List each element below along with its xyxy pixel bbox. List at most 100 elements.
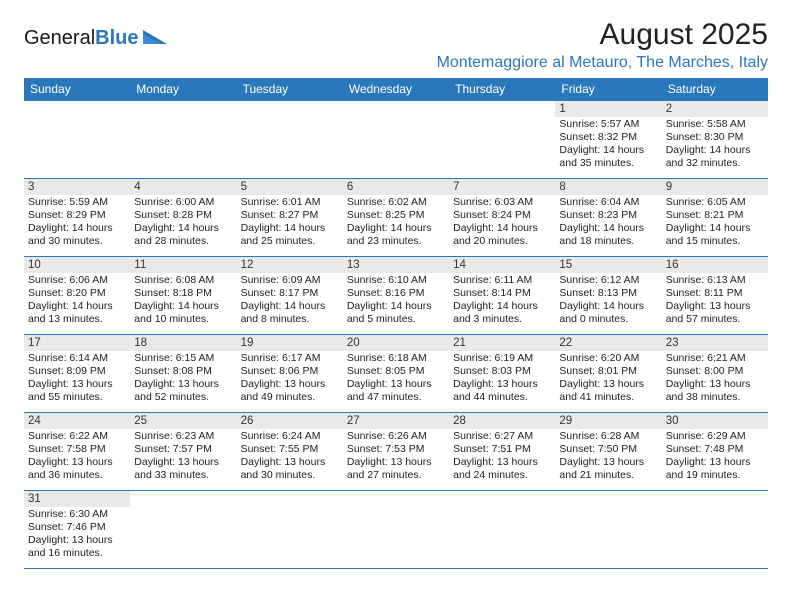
day-number: 12 bbox=[237, 257, 343, 273]
day-details: Sunrise: 6:17 AMSunset: 8:06 PMDaylight:… bbox=[237, 351, 343, 406]
day-number: 3 bbox=[24, 179, 130, 195]
calendar-cell: 9Sunrise: 6:05 AMSunset: 8:21 PMDaylight… bbox=[662, 179, 768, 257]
month-title: August 2025 bbox=[437, 18, 768, 52]
day-number: 30 bbox=[662, 413, 768, 429]
calendar-cell bbox=[343, 101, 449, 179]
calendar-cell: 30Sunrise: 6:29 AMSunset: 7:48 PMDayligh… bbox=[662, 413, 768, 491]
day-number: 25 bbox=[130, 413, 236, 429]
calendar-cell: 7Sunrise: 6:03 AMSunset: 8:24 PMDaylight… bbox=[449, 179, 555, 257]
day-number: 23 bbox=[662, 335, 768, 351]
calendar-cell: 26Sunrise: 6:24 AMSunset: 7:55 PMDayligh… bbox=[237, 413, 343, 491]
calendar-cell: 18Sunrise: 6:15 AMSunset: 8:08 PMDayligh… bbox=[130, 335, 236, 413]
day-number: 6 bbox=[343, 179, 449, 195]
calendar-cell: 22Sunrise: 6:20 AMSunset: 8:01 PMDayligh… bbox=[555, 335, 661, 413]
day-number: 2 bbox=[662, 101, 768, 117]
calendar-cell bbox=[237, 491, 343, 569]
weekday-header: Monday bbox=[130, 78, 236, 101]
day-number: 16 bbox=[662, 257, 768, 273]
calendar-cell bbox=[130, 101, 236, 179]
day-number: 27 bbox=[343, 413, 449, 429]
weekday-header: Friday bbox=[555, 78, 661, 101]
day-number: 8 bbox=[555, 179, 661, 195]
calendar-cell: 25Sunrise: 6:23 AMSunset: 7:57 PMDayligh… bbox=[130, 413, 236, 491]
day-details: Sunrise: 6:12 AMSunset: 8:13 PMDaylight:… bbox=[555, 273, 661, 328]
day-number: 11 bbox=[130, 257, 236, 273]
calendar-body: 1Sunrise: 5:57 AMSunset: 8:32 PMDaylight… bbox=[24, 101, 768, 569]
day-number: 24 bbox=[24, 413, 130, 429]
day-details: Sunrise: 6:03 AMSunset: 8:24 PMDaylight:… bbox=[449, 195, 555, 250]
calendar-cell: 17Sunrise: 6:14 AMSunset: 8:09 PMDayligh… bbox=[24, 335, 130, 413]
day-number: 10 bbox=[24, 257, 130, 273]
day-details: Sunrise: 6:27 AMSunset: 7:51 PMDaylight:… bbox=[449, 429, 555, 484]
weekday-header: Tuesday bbox=[237, 78, 343, 101]
page-header: GeneralBlue August 2025 Montemaggiore al… bbox=[24, 18, 768, 72]
day-number: 31 bbox=[24, 491, 130, 507]
day-details: Sunrise: 6:14 AMSunset: 8:09 PMDaylight:… bbox=[24, 351, 130, 406]
day-details: Sunrise: 6:30 AMSunset: 7:46 PMDaylight:… bbox=[24, 507, 130, 562]
day-details: Sunrise: 6:02 AMSunset: 8:25 PMDaylight:… bbox=[343, 195, 449, 250]
calendar-cell: 10Sunrise: 6:06 AMSunset: 8:20 PMDayligh… bbox=[24, 257, 130, 335]
brand-text: GeneralBlue bbox=[24, 27, 139, 50]
calendar-cell: 11Sunrise: 6:08 AMSunset: 8:18 PMDayligh… bbox=[130, 257, 236, 335]
calendar-cell bbox=[449, 101, 555, 179]
day-number: 20 bbox=[343, 335, 449, 351]
calendar-cell: 1Sunrise: 5:57 AMSunset: 8:32 PMDaylight… bbox=[555, 101, 661, 179]
day-details: Sunrise: 6:29 AMSunset: 7:48 PMDaylight:… bbox=[662, 429, 768, 484]
day-details: Sunrise: 6:20 AMSunset: 8:01 PMDaylight:… bbox=[555, 351, 661, 406]
brand-name-b: Blue bbox=[95, 27, 138, 49]
calendar-cell: 4Sunrise: 6:00 AMSunset: 8:28 PMDaylight… bbox=[130, 179, 236, 257]
weekday-header: Wednesday bbox=[343, 78, 449, 101]
calendar-cell bbox=[662, 491, 768, 569]
day-details: Sunrise: 6:11 AMSunset: 8:14 PMDaylight:… bbox=[449, 273, 555, 328]
calendar-cell: 15Sunrise: 6:12 AMSunset: 8:13 PMDayligh… bbox=[555, 257, 661, 335]
calendar-cell: 29Sunrise: 6:28 AMSunset: 7:50 PMDayligh… bbox=[555, 413, 661, 491]
day-number: 7 bbox=[449, 179, 555, 195]
day-number: 21 bbox=[449, 335, 555, 351]
calendar-cell: 14Sunrise: 6:11 AMSunset: 8:14 PMDayligh… bbox=[449, 257, 555, 335]
calendar-cell bbox=[555, 491, 661, 569]
day-details: Sunrise: 6:23 AMSunset: 7:57 PMDaylight:… bbox=[130, 429, 236, 484]
day-number: 14 bbox=[449, 257, 555, 273]
day-number: 28 bbox=[449, 413, 555, 429]
day-details: Sunrise: 6:06 AMSunset: 8:20 PMDaylight:… bbox=[24, 273, 130, 328]
day-number: 1 bbox=[555, 101, 661, 117]
day-details: Sunrise: 5:58 AMSunset: 8:30 PMDaylight:… bbox=[662, 117, 768, 172]
day-details: Sunrise: 6:28 AMSunset: 7:50 PMDaylight:… bbox=[555, 429, 661, 484]
day-details: Sunrise: 6:21 AMSunset: 8:00 PMDaylight:… bbox=[662, 351, 768, 406]
day-details: Sunrise: 6:04 AMSunset: 8:23 PMDaylight:… bbox=[555, 195, 661, 250]
calendar-cell: 3Sunrise: 5:59 AMSunset: 8:29 PMDaylight… bbox=[24, 179, 130, 257]
calendar-cell bbox=[343, 491, 449, 569]
calendar-table: SundayMondayTuesdayWednesdayThursdayFrid… bbox=[24, 78, 768, 569]
calendar-cell: 8Sunrise: 6:04 AMSunset: 8:23 PMDaylight… bbox=[555, 179, 661, 257]
calendar-cell: 16Sunrise: 6:13 AMSunset: 8:11 PMDayligh… bbox=[662, 257, 768, 335]
day-details: Sunrise: 6:19 AMSunset: 8:03 PMDaylight:… bbox=[449, 351, 555, 406]
day-details: Sunrise: 5:59 AMSunset: 8:29 PMDaylight:… bbox=[24, 195, 130, 250]
day-details: Sunrise: 6:09 AMSunset: 8:17 PMDaylight:… bbox=[237, 273, 343, 328]
day-number: 18 bbox=[130, 335, 236, 351]
day-number: 19 bbox=[237, 335, 343, 351]
calendar-cell: 12Sunrise: 6:09 AMSunset: 8:17 PMDayligh… bbox=[237, 257, 343, 335]
weekday-header: Saturday bbox=[662, 78, 768, 101]
day-details: Sunrise: 6:05 AMSunset: 8:21 PMDaylight:… bbox=[662, 195, 768, 250]
brand-logo: GeneralBlue bbox=[24, 18, 171, 51]
calendar-cell bbox=[449, 491, 555, 569]
calendar-cell: 27Sunrise: 6:26 AMSunset: 7:53 PMDayligh… bbox=[343, 413, 449, 491]
header-right: August 2025 Montemaggiore al Metauro, Th… bbox=[437, 18, 768, 72]
day-number: 9 bbox=[662, 179, 768, 195]
calendar-row: 3Sunrise: 5:59 AMSunset: 8:29 PMDaylight… bbox=[24, 179, 768, 257]
calendar-cell: 20Sunrise: 6:18 AMSunset: 8:05 PMDayligh… bbox=[343, 335, 449, 413]
calendar-row: 10Sunrise: 6:06 AMSunset: 8:20 PMDayligh… bbox=[24, 257, 768, 335]
flag-icon bbox=[143, 26, 171, 51]
day-details: Sunrise: 5:57 AMSunset: 8:32 PMDaylight:… bbox=[555, 117, 661, 172]
calendar-cell: 19Sunrise: 6:17 AMSunset: 8:06 PMDayligh… bbox=[237, 335, 343, 413]
day-number: 22 bbox=[555, 335, 661, 351]
calendar-cell: 31Sunrise: 6:30 AMSunset: 7:46 PMDayligh… bbox=[24, 491, 130, 569]
day-details: Sunrise: 6:01 AMSunset: 8:27 PMDaylight:… bbox=[237, 195, 343, 250]
calendar-cell bbox=[130, 491, 236, 569]
day-number: 29 bbox=[555, 413, 661, 429]
day-details: Sunrise: 6:00 AMSunset: 8:28 PMDaylight:… bbox=[130, 195, 236, 250]
calendar-cell: 24Sunrise: 6:22 AMSunset: 7:58 PMDayligh… bbox=[24, 413, 130, 491]
calendar-row: 1Sunrise: 5:57 AMSunset: 8:32 PMDaylight… bbox=[24, 101, 768, 179]
calendar-cell: 6Sunrise: 6:02 AMSunset: 8:25 PMDaylight… bbox=[343, 179, 449, 257]
day-details: Sunrise: 6:26 AMSunset: 7:53 PMDaylight:… bbox=[343, 429, 449, 484]
